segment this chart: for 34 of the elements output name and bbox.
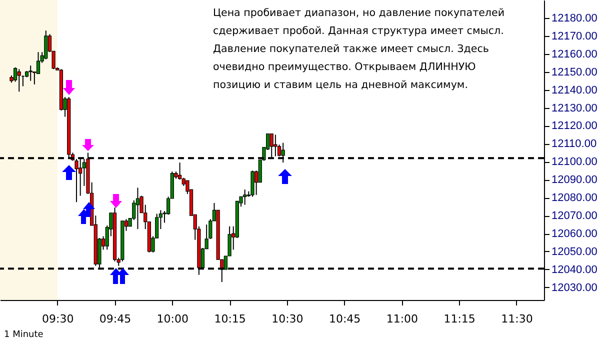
x-tick-label: 09:45 bbox=[99, 312, 132, 326]
y-tick-label: 12060.00 bbox=[552, 228, 598, 240]
candlestick bbox=[17, 68, 21, 92]
y-tick-label: 12050.00 bbox=[552, 246, 598, 258]
y-tick-label: 12160.00 bbox=[552, 48, 598, 60]
y-tick-label: 12080.00 bbox=[552, 192, 598, 204]
y-tick-label: 12090.00 bbox=[552, 174, 598, 186]
text: 1 Minute bbox=[4, 330, 44, 340]
y-tick-label: 12130.00 bbox=[552, 102, 598, 114]
x-tick-label: 11:00 bbox=[386, 312, 418, 326]
y-tick-label: 12030.00 bbox=[552, 282, 598, 294]
y-tick-label: 12040.00 bbox=[552, 264, 598, 276]
candlestick bbox=[44, 30, 48, 60]
x-tick-label: 10:45 bbox=[328, 312, 361, 326]
x-tick-label: 11:30 bbox=[501, 312, 533, 326]
candlestick bbox=[28, 65, 32, 82]
x-tick-label: 10:00 bbox=[156, 312, 189, 326]
candlestick bbox=[250, 170, 254, 198]
y-tick-label: 12070.00 bbox=[552, 210, 598, 222]
y-tick-label: 12100.00 bbox=[552, 156, 598, 168]
y-tick-label: 12120.00 bbox=[552, 120, 598, 132]
candlestick bbox=[274, 134, 278, 157]
x-tick-label: 10:15 bbox=[214, 312, 246, 326]
candlestick bbox=[136, 187, 140, 230]
candlestick bbox=[243, 189, 247, 206]
y-tick-label: 12150.00 bbox=[552, 66, 598, 78]
x-tick-label: 10:30 bbox=[272, 312, 304, 326]
y-tick-label: 12140.00 bbox=[552, 84, 598, 96]
y-tick-label: 12180.00 bbox=[552, 12, 598, 24]
x-tick-label: 11:15 bbox=[444, 312, 476, 326]
x-tick-label: 09:30 bbox=[42, 312, 74, 326]
y-tick-label: 12110.00 bbox=[552, 138, 597, 150]
y-tick-label: 12170.00 bbox=[552, 30, 598, 42]
annotation: Цена пробивает диапазон, но давление покупателей сдерживает пробой. Данная структура имеет смысл. Давление покупателей также имеет смысл. Здесь очевидно преимущество. Открываем ДЛИННУЮ позицию и ставим цель на дневной максимум. bbox=[213, 7, 505, 91]
